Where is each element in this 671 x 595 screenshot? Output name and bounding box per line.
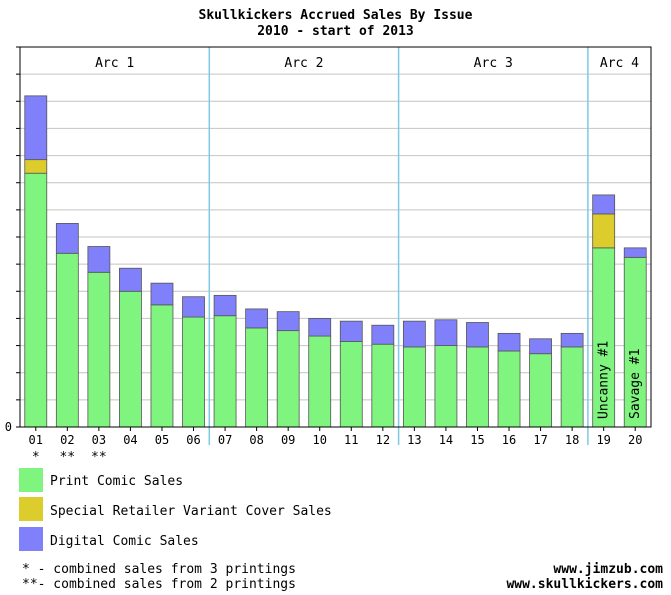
chart-subtitle: 2010 - start of 2013 xyxy=(257,24,414,39)
bar-print-13 xyxy=(402,346,426,428)
x-tick-label: 12 xyxy=(376,433,390,447)
legend-swatch-print xyxy=(19,468,43,492)
arc-label: Arc 4 xyxy=(600,56,639,71)
x-tick-label: 02 xyxy=(60,433,74,447)
bar-print-05 xyxy=(150,304,174,428)
bar-digital-06 xyxy=(182,296,205,318)
x-tick-label: 16 xyxy=(502,433,516,447)
bar-digital-10 xyxy=(308,318,332,337)
bar-print-15 xyxy=(466,346,489,428)
x-tick-label: 19 xyxy=(596,433,610,447)
bar-digital-08 xyxy=(245,308,269,329)
bar-print-18 xyxy=(560,346,584,428)
bar-digital-02 xyxy=(55,223,79,254)
bar-digital-20 xyxy=(623,247,647,258)
plot-frame xyxy=(19,46,652,428)
arc-label: Arc 2 xyxy=(284,56,323,71)
x-tick-label: 17 xyxy=(533,433,547,447)
x-tick-label: 11 xyxy=(344,433,358,447)
bar-digital-09 xyxy=(276,311,300,332)
bar-digital-12 xyxy=(371,324,395,345)
bar-digital-14 xyxy=(434,319,458,346)
bar-digital-18 xyxy=(560,332,584,348)
x-tick-mark: ** xyxy=(59,450,75,465)
x-tick-label: 10 xyxy=(312,433,326,447)
bar-print-11 xyxy=(339,341,363,428)
x-tick-label: 01 xyxy=(29,433,43,447)
website-jimzub[interactable]: www.jimzub.com xyxy=(553,562,663,577)
bar-print-03 xyxy=(87,271,111,428)
stacked-bar-chart: 0 Arc 1 Arc 2 Arc 3 Arc 4 01 * 02 ** 03 ** 04 05 06 07… xyxy=(5,46,652,465)
bar-digital-07 xyxy=(213,294,237,317)
bar-digital-19 xyxy=(592,194,616,215)
arc-label: Arc 3 xyxy=(474,56,513,71)
y-tick-label: 0 xyxy=(5,420,12,434)
x-tick-label: 20 xyxy=(628,433,642,447)
x-tick-label: 06 xyxy=(186,433,200,447)
bar-print-16 xyxy=(497,350,521,428)
x-tick-label: 18 xyxy=(565,433,579,447)
legend-swatch-variant xyxy=(19,497,43,521)
x-tick-label: 15 xyxy=(470,433,484,447)
bar-print-09 xyxy=(276,330,300,428)
x-tick-mark: ** xyxy=(91,450,107,465)
arc-label: Arc 1 xyxy=(95,56,134,71)
chart-title: Skullkickers Accrued Sales By Issue xyxy=(198,8,473,23)
bar-print-07 xyxy=(213,315,237,428)
x-tick-label: 08 xyxy=(249,433,263,447)
bar-digital-05 xyxy=(150,282,174,306)
x-tick-label: 04 xyxy=(123,433,137,447)
bar-print-10 xyxy=(308,335,332,428)
bar-digital-15 xyxy=(466,322,489,348)
x-tick-label: 09 xyxy=(281,433,295,447)
bar-print-02 xyxy=(55,252,79,428)
bar-digital-16 xyxy=(497,332,521,352)
bar-digital-04 xyxy=(119,267,142,292)
x-tick-label: 14 xyxy=(439,433,453,447)
bar-digital-13 xyxy=(402,320,426,348)
bar-print-12 xyxy=(371,343,395,428)
legend-label-variant: Special Retailer Variant Cover Sales xyxy=(50,504,332,519)
footnote-3-printings: * - combined sales from 3 printings xyxy=(22,562,296,577)
website-skullkickers[interactable]: www.skullkickers.com xyxy=(506,577,663,592)
legend-label-print: Print Comic Sales xyxy=(50,474,184,489)
bar-print-17 xyxy=(529,353,552,428)
footnote-2-printings: **- combined sales from 2 printings xyxy=(22,577,296,592)
bar-print-14 xyxy=(434,345,458,428)
bar-digital-11 xyxy=(339,320,363,342)
bar-digital-17 xyxy=(529,338,552,355)
bar-variant-01 xyxy=(24,159,48,174)
x-tick-label: 03 xyxy=(92,433,106,447)
bar-print-08 xyxy=(245,327,269,428)
bar-digital-01 xyxy=(24,95,48,161)
bar-label: Savage #1 xyxy=(628,349,643,419)
x-tick-mark: * xyxy=(32,450,40,465)
bar-print-01 xyxy=(24,172,48,428)
bar-print-04 xyxy=(119,290,142,428)
x-tick-label: 13 xyxy=(407,433,421,447)
bar-variant-19 xyxy=(592,213,616,249)
legend-swatch-digital xyxy=(19,527,43,551)
bar-print-06 xyxy=(182,316,205,428)
x-tick-label: 07 xyxy=(218,433,232,447)
x-tick-label: 05 xyxy=(155,433,169,447)
bar-digital-03 xyxy=(87,246,111,273)
legend-label-digital: Digital Comic Sales xyxy=(50,534,199,549)
bar-label: Uncanny #1 xyxy=(597,341,612,419)
